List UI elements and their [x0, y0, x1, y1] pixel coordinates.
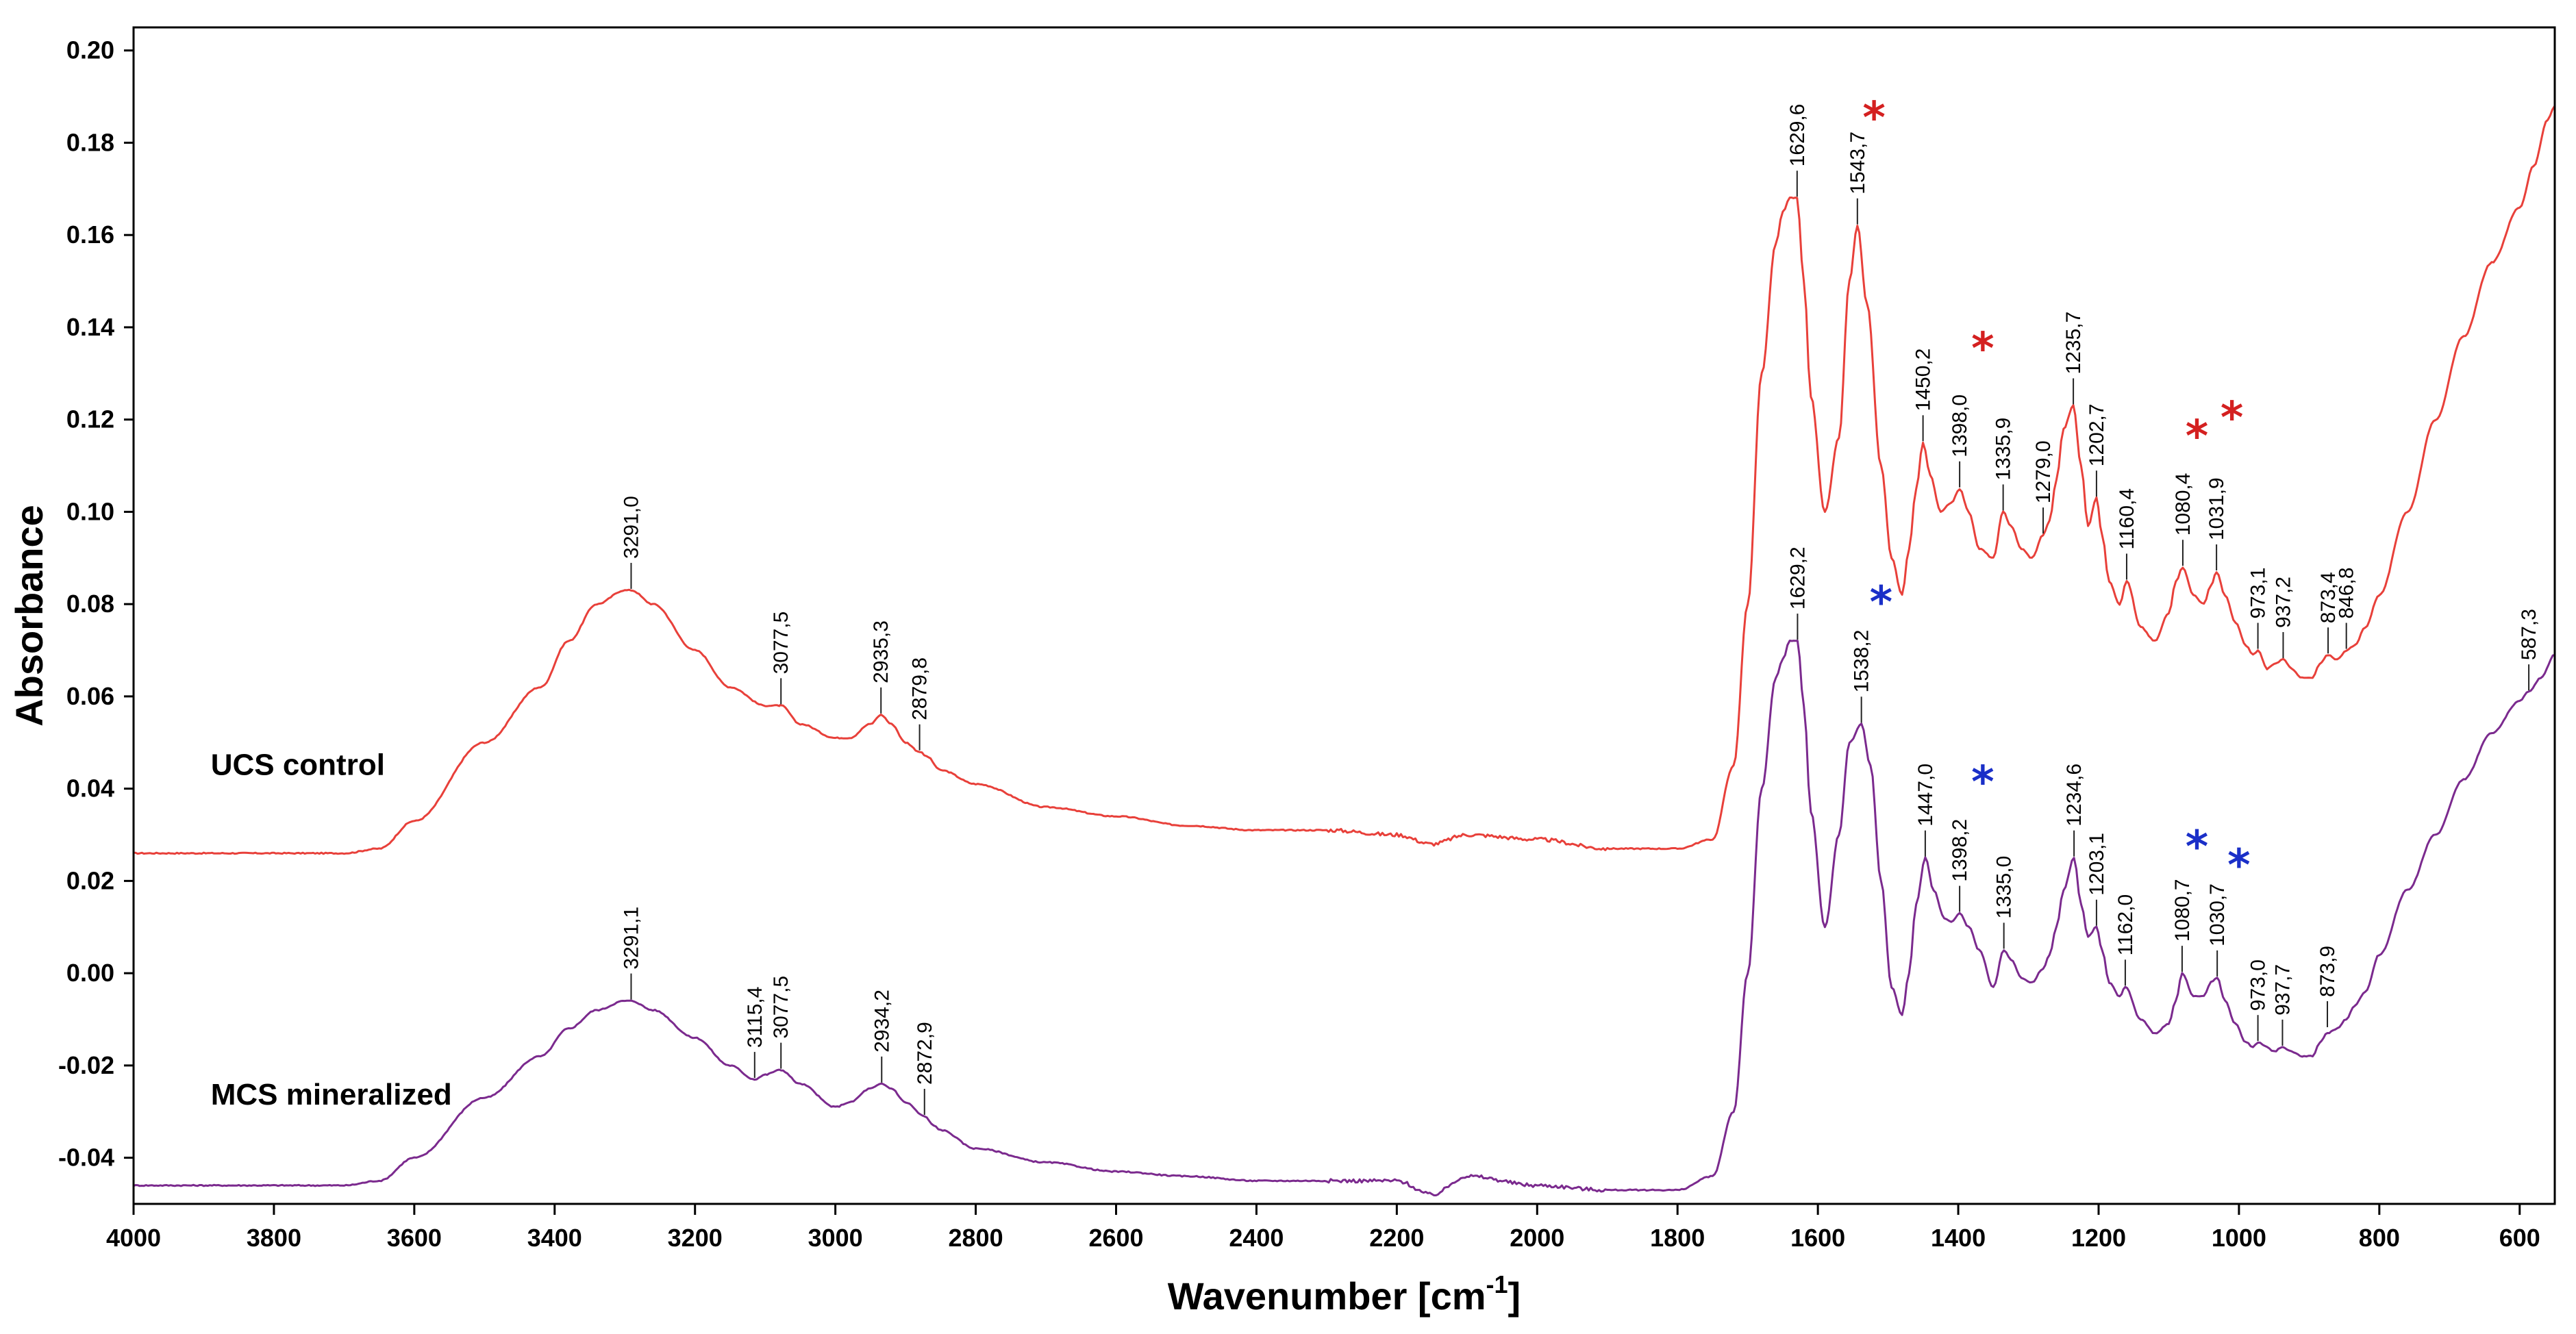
x-tick-label: 2000 [1510, 1224, 1564, 1252]
x-axis-title-end: ] [1508, 1274, 1521, 1318]
peak-label: 2935,3 [870, 620, 892, 683]
peak-label: 846,8 [2336, 567, 2358, 618]
x-tick-label: 4000 [106, 1224, 161, 1252]
peak-label: 937,2 [2272, 577, 2294, 628]
blue-asterisk-marker: * [2227, 840, 2250, 891]
x-tick-label: 2400 [1229, 1224, 1284, 1252]
series-label: MCS mineralized [211, 1078, 452, 1111]
blue-asterisk-marker: * [1870, 577, 1892, 628]
y-tick-label: -0.02 [58, 1051, 114, 1079]
y-tick-label: 0.20 [66, 36, 114, 64]
y-tick-label: 0.06 [66, 682, 114, 710]
peak-label: 873,9 [2316, 946, 2339, 997]
y-tick-label: 0.14 [66, 313, 114, 341]
peak-label: 2879,8 [909, 657, 931, 720]
y-tick-label: 0.02 [66, 866, 114, 894]
peak-label: 973,1 [2247, 567, 2270, 618]
x-axis-title-text: Wavenumber [cm [1168, 1274, 1486, 1318]
peak-label: 1629,6 [1786, 104, 1809, 167]
peak-label: 1203,1 [2086, 833, 2108, 896]
peak-label: 1335,9 [1992, 418, 2015, 481]
peak-label: 2934,2 [871, 990, 893, 1053]
x-tick-label: 3600 [387, 1224, 442, 1252]
x-tick-label: 1600 [1790, 1224, 1845, 1252]
spectra-layer [133, 105, 2556, 1196]
peak-label: 1629,2 [1786, 546, 1809, 609]
peak-label: 1080,7 [2171, 879, 2194, 942]
x-tick-label: 3400 [527, 1224, 582, 1252]
axes-layer: 4000 3800 3600 3400 3200 3000 2800 2600 2400 2200… [58, 36, 2540, 1252]
x-axis-title: Wavenumber [cm-1] [1168, 1270, 1521, 1318]
blue-asterisk-marker: * [2186, 822, 2208, 872]
peak-label: 1031,9 [2205, 477, 2228, 540]
peak-label: 1160,4 [2116, 488, 2138, 550]
peak-label: 3115,4 [744, 987, 766, 1048]
peak-label: 587,3 [2518, 609, 2540, 660]
peak-label: 1335,0 [1993, 856, 2016, 919]
y-tick-label: 0.08 [66, 590, 114, 618]
x-tick-label: 1800 [1650, 1224, 1705, 1252]
y-axis-title: Absorbance [8, 505, 51, 727]
series-label: UCS control [211, 748, 385, 781]
peak-label: 2872,9 [914, 1022, 936, 1085]
y-tick-label: 0.18 [66, 128, 114, 156]
peak-label: 1080,4 [2172, 473, 2194, 536]
x-tick-label: 3200 [668, 1224, 723, 1252]
peak-label: 1202,7 [2086, 403, 2108, 466]
x-tick-label: 1400 [1931, 1224, 1986, 1252]
x-tick-label: 1000 [2212, 1224, 2266, 1252]
peak-label: 3291,0 [620, 496, 642, 559]
series-labels-layer: UCS control MCS mineralized [211, 748, 452, 1111]
peak-label: 1447,0 [1914, 764, 1937, 827]
peak-label: 873,4 [2317, 572, 2340, 623]
y-tick-label: 0.16 [66, 221, 114, 249]
spectrum-line-mcs-mineralized [133, 640, 2555, 1196]
peak-label: 1030,7 [2206, 883, 2229, 946]
peak-label: 3291,1 [620, 907, 642, 970]
peak-label: 3077,5 [770, 976, 792, 1039]
x-tick-label: 1200 [2071, 1224, 2126, 1252]
plot-frame [132, 26, 2556, 1205]
peak-label: 1543,7 [1847, 131, 1869, 194]
red-asterisk-marker: * [1862, 93, 1885, 144]
y-tick-label: 0.00 [66, 959, 114, 987]
asterisk-markers-layer: * * * * * * * * [1862, 93, 2250, 891]
y-tick-label: 0.04 [66, 775, 114, 803]
red-asterisk-marker: * [1971, 324, 1994, 375]
peak-label: 973,0 [2247, 959, 2270, 1011]
peak-labels-layer: 3291,0 3077,5 2935,3 2879,8 1629,6 1543,7 1450… [620, 104, 2540, 1115]
x-tick-label: 3000 [808, 1224, 863, 1252]
y-tick-label: 0.10 [66, 497, 114, 525]
peak-label: 937,7 [2271, 964, 2294, 1016]
peak-label: 1235,7 [2062, 312, 2085, 375]
x-axis-title-superscript: -1 [1486, 1270, 1508, 1298]
red-asterisk-marker: * [2186, 412, 2208, 462]
peak-label: 1234,6 [2063, 764, 2086, 827]
x-tick-label: 3800 [247, 1224, 301, 1252]
x-tick-label: 2800 [949, 1224, 1003, 1252]
x-tick-label: 2600 [1088, 1224, 1143, 1252]
red-asterisk-marker: * [2221, 393, 2243, 444]
x-tick-label: 800 [2359, 1224, 2400, 1252]
y-tick-label: -0.04 [58, 1144, 114, 1172]
peak-label: 1162,0 [2114, 894, 2137, 956]
peak-label: 3077,5 [770, 612, 792, 675]
peak-label: 1398,0 [1949, 394, 1971, 457]
spectrum-line-ucs-control [134, 105, 2556, 855]
y-tick-label: 0.12 [66, 405, 114, 433]
peak-label: 1538,2 [1851, 630, 1873, 693]
x-tick-label: 600 [2499, 1224, 2540, 1252]
peak-label: 1279,0 [2032, 440, 2055, 503]
x-tick-label: 2200 [1369, 1224, 1424, 1252]
blue-asterisk-marker: * [1971, 757, 1994, 808]
peak-label: 1398,2 [1949, 819, 1971, 882]
peak-label: 1450,2 [1912, 349, 1935, 412]
